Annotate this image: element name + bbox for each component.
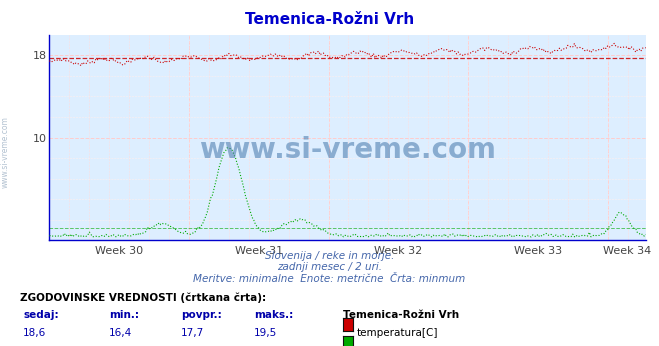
- Text: maks.:: maks.:: [254, 310, 293, 320]
- Text: min.:: min.:: [109, 310, 139, 320]
- Text: www.si-vreme.com: www.si-vreme.com: [1, 116, 10, 188]
- Text: Meritve: minimalne  Enote: metrične  Črta: minmum: Meritve: minimalne Enote: metrične Črta:…: [193, 274, 466, 284]
- Text: www.si-vreme.com: www.si-vreme.com: [199, 136, 496, 164]
- Text: zadnji mesec / 2 uri.: zadnji mesec / 2 uri.: [277, 262, 382, 272]
- Text: sedaj:: sedaj:: [23, 310, 59, 320]
- Text: Slovenija / reke in morje.: Slovenija / reke in morje.: [265, 251, 394, 261]
- Text: 16,4: 16,4: [109, 328, 132, 338]
- Text: 19,5: 19,5: [254, 328, 277, 338]
- Text: povpr.:: povpr.:: [181, 310, 222, 320]
- Text: ZGODOVINSKE VREDNOSTI (črtkana črta):: ZGODOVINSKE VREDNOSTI (črtkana črta):: [20, 292, 266, 303]
- Text: Temenica-Rožni Vrh: Temenica-Rožni Vrh: [343, 310, 459, 320]
- Text: temperatura[C]: temperatura[C]: [357, 328, 439, 338]
- Text: Temenica-Rožni Vrh: Temenica-Rožni Vrh: [245, 12, 414, 27]
- Text: 17,7: 17,7: [181, 328, 204, 338]
- Text: 18,6: 18,6: [23, 328, 46, 338]
